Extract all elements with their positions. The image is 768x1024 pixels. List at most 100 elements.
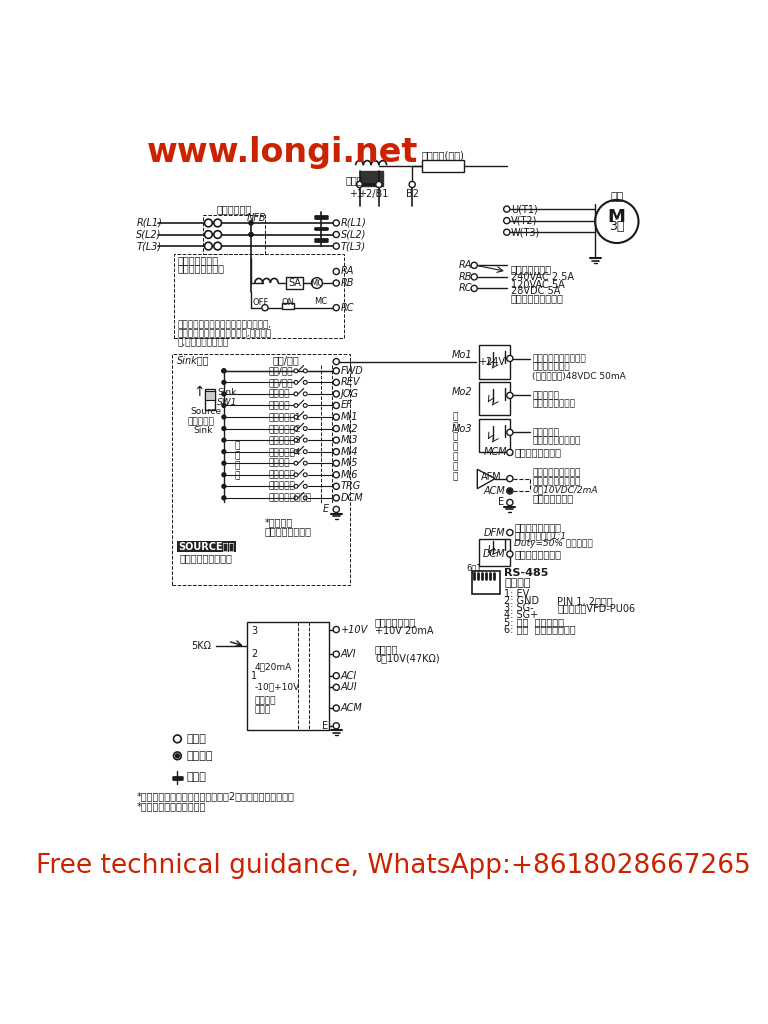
- Circle shape: [507, 500, 513, 506]
- Text: RA: RA: [458, 260, 472, 270]
- Text: Duty=50% 开集极输出: Duty=50% 开集极输出: [515, 539, 593, 548]
- Text: +2/B1: +2/B1: [358, 188, 389, 199]
- Circle shape: [222, 415, 226, 419]
- Circle shape: [222, 484, 226, 488]
- Text: 频率设定用电源: 频率设定用电源: [375, 616, 416, 627]
- Text: NFB: NFB: [247, 213, 266, 222]
- Text: *单相机种可输入三相电源: *单相机种可输入三相电源: [136, 802, 206, 812]
- Text: 此线路保护利用变频器多功能输出端子,: 此线路保护利用变频器多功能输出端子,: [177, 321, 272, 329]
- Text: 设: 设: [234, 462, 240, 471]
- Circle shape: [204, 230, 212, 239]
- Polygon shape: [484, 541, 493, 552]
- Polygon shape: [498, 388, 505, 400]
- Text: 数字信号共同端子: 数字信号共同端子: [515, 549, 561, 559]
- Text: 多段速指令2: 多段速指令2: [268, 424, 300, 433]
- Circle shape: [333, 673, 339, 679]
- Circle shape: [595, 200, 638, 243]
- Text: 主端子: 主端子: [187, 734, 207, 743]
- Text: 多段速指令4: 多段速指令4: [268, 447, 300, 456]
- Circle shape: [303, 403, 307, 408]
- Circle shape: [294, 496, 298, 500]
- Text: 是提供通讯VFD-PU06: 是提供通讯VFD-PU06: [557, 603, 635, 613]
- Circle shape: [174, 752, 181, 760]
- Text: 240VAC 2.5A: 240VAC 2.5A: [511, 272, 574, 282]
- Bar: [472, 571, 500, 594]
- Polygon shape: [498, 540, 505, 550]
- Text: EF: EF: [341, 400, 353, 411]
- Text: S(L2): S(L2): [341, 229, 366, 240]
- Text: 6: 保留  请勿另接使用。: 6: 保留 请勿另接使用。: [505, 625, 576, 635]
- Bar: [479, 382, 510, 416]
- Text: 驱动器准备完成指示: 驱动器准备完成指示: [532, 436, 581, 445]
- Text: 能: 能: [453, 432, 458, 441]
- Text: S(L2): S(L2): [136, 229, 162, 240]
- Circle shape: [376, 181, 382, 187]
- Text: 出厂设定为: 出厂设定为: [532, 391, 559, 400]
- Circle shape: [312, 278, 323, 289]
- Text: E: E: [323, 721, 329, 731]
- Text: U(T1): U(T1): [511, 204, 538, 214]
- Circle shape: [222, 427, 226, 430]
- Circle shape: [471, 262, 477, 268]
- Text: B2: B2: [406, 188, 419, 199]
- Text: REV: REV: [341, 378, 360, 387]
- Text: 禁止加减速: 禁止加减速: [268, 470, 295, 479]
- Circle shape: [333, 402, 339, 409]
- Text: 正转/停止: 正转/停止: [268, 367, 293, 376]
- Bar: [286, 276, 303, 289]
- Text: 模拟信号共同端: 模拟信号共同端: [532, 493, 574, 503]
- Text: RC: RC: [458, 284, 472, 294]
- Text: OFF: OFF: [253, 298, 270, 307]
- Text: MI6: MI6: [341, 470, 359, 480]
- Text: 出厂设定为输出频率: 出厂设定为输出频率: [532, 477, 581, 486]
- Circle shape: [174, 735, 181, 742]
- Circle shape: [508, 489, 511, 493]
- Circle shape: [294, 473, 298, 477]
- Text: 外部异常: 外部异常: [268, 401, 290, 410]
- Text: 不可直接加入电压: 不可直接加入电压: [265, 526, 312, 536]
- Text: 3: 3: [251, 626, 257, 636]
- Text: DFM: DFM: [484, 527, 505, 538]
- Circle shape: [294, 484, 298, 488]
- Circle shape: [507, 429, 513, 435]
- Circle shape: [222, 369, 226, 373]
- Circle shape: [333, 684, 339, 690]
- Text: PIN 1, 2的电源: PIN 1, 2的电源: [557, 596, 613, 606]
- Text: 子: 子: [453, 473, 458, 481]
- Circle shape: [175, 754, 179, 758]
- Circle shape: [222, 450, 226, 454]
- Text: ACM: ACM: [483, 486, 505, 496]
- Text: 多段速指令1: 多段速指令1: [268, 413, 301, 422]
- Circle shape: [333, 379, 339, 385]
- Text: 多段速指令3: 多段速指令3: [268, 435, 301, 444]
- Circle shape: [333, 483, 339, 489]
- Circle shape: [303, 415, 307, 419]
- Circle shape: [294, 461, 298, 465]
- Text: RS-485: RS-485: [505, 568, 549, 579]
- Text: Sink模式: Sink模式: [177, 355, 210, 365]
- Circle shape: [504, 206, 510, 212]
- Circle shape: [214, 243, 221, 250]
- Polygon shape: [484, 426, 493, 438]
- Text: R(L1): R(L1): [341, 218, 367, 228]
- Circle shape: [333, 304, 339, 310]
- Text: 多机能模拟输出端子: 多机能模拟输出端子: [532, 469, 581, 478]
- Text: 隔离线: 隔离线: [187, 772, 207, 782]
- Text: 光耦合输出共同端: 光耦合输出共同端: [515, 447, 561, 458]
- Circle shape: [222, 381, 226, 384]
- Text: 出厂设定为: 出厂设定为: [532, 428, 559, 437]
- Circle shape: [471, 286, 477, 292]
- Circle shape: [333, 437, 339, 443]
- Text: AUI: AUI: [341, 682, 358, 692]
- Bar: [203, 215, 265, 254]
- Text: 4～20mA: 4～20mA: [255, 662, 292, 671]
- Text: Mo1: Mo1: [452, 350, 472, 360]
- Text: 多: 多: [453, 413, 458, 422]
- Text: 120VAC 5A: 120VAC 5A: [511, 280, 564, 290]
- Text: RC: RC: [341, 303, 354, 312]
- Text: MC: MC: [314, 297, 327, 306]
- Circle shape: [303, 381, 307, 384]
- Polygon shape: [484, 389, 493, 401]
- Text: RB: RB: [341, 279, 354, 288]
- Text: 6～1: 6～1: [466, 563, 482, 572]
